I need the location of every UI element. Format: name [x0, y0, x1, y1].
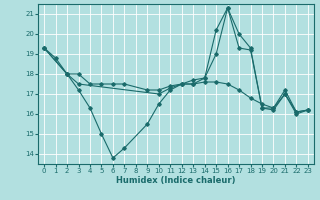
X-axis label: Humidex (Indice chaleur): Humidex (Indice chaleur) — [116, 176, 236, 185]
